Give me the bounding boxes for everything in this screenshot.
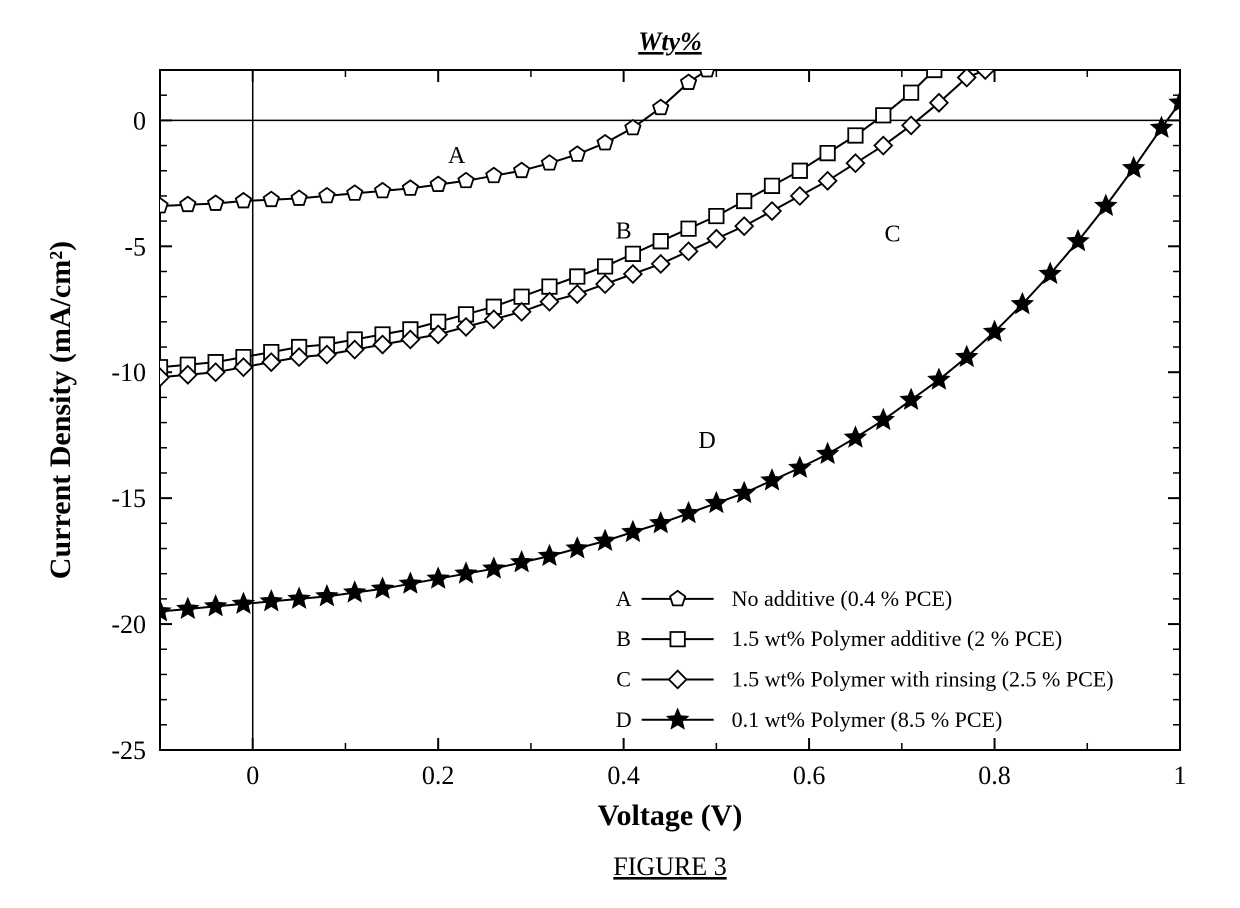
legend-marker-C [669, 671, 687, 689]
series-label-A: A [448, 143, 466, 169]
x-tick-label: 0.8 [978, 761, 1011, 790]
series-label-C: C [885, 221, 901, 247]
y-tick-label: -5 [124, 232, 146, 261]
series-line-D [160, 103, 1180, 612]
legend-text-B: 1.5 wt% Polymer additive (2 % PCE) [732, 626, 1063, 651]
series-markers-C [151, 61, 994, 386]
series-line-B [160, 70, 934, 367]
legend-marker-D [668, 710, 687, 728]
legend-letter-A: A [616, 586, 632, 611]
legend-text-C: 1.5 wt% Polymer with rinsing (2.5 % PCE) [732, 666, 1114, 691]
legend-marker-A [670, 591, 685, 605]
x-tick-label: 1 [1174, 761, 1187, 790]
x-tick-label: 0.4 [607, 761, 640, 790]
series-markers-A [152, 62, 714, 212]
series-label-B: B [616, 219, 632, 245]
y-tick-label: 0 [133, 106, 146, 135]
chart-title: Wty% [638, 27, 702, 56]
y-tick-label: -15 [111, 484, 146, 513]
x-tick-label: 0.6 [793, 761, 826, 790]
series-line-C [160, 70, 985, 377]
x-tick-label: 0 [246, 761, 259, 790]
chart-svg: Wty% 0 0.2 0.4 0.6 0.8 1 -25 -20 -15 -10 -5 0 Voltage… [20, 20, 1220, 888]
legend-letter-B: B [616, 626, 631, 651]
legend-letter-D: D [616, 707, 632, 732]
y-tick-label: -25 [111, 736, 146, 765]
figure-caption: FIGURE 3 [613, 852, 726, 881]
series-label-D: D [698, 428, 715, 454]
y-axis-label: Current Density (mA/cm²) [44, 241, 77, 579]
legend-text-A: No additive (0.4 % PCE) [732, 586, 953, 611]
jv-curve-chart: Wty% 0 0.2 0.4 0.6 0.8 1 -25 -20 -15 -10 -5 0 Voltage… [20, 20, 1220, 888]
y-tick-label: -10 [111, 358, 146, 387]
legend-marker-B [670, 632, 684, 646]
x-axis-label: Voltage (V) [598, 799, 743, 832]
legend-letter-C: C [616, 666, 631, 691]
y-tick-label: -20 [111, 610, 146, 639]
legend-text-D: 0.1 wt% Polymer (8.5 % PCE) [732, 707, 1003, 732]
x-tick-label: 0.2 [422, 761, 455, 790]
plot-area [150, 61, 1189, 619]
series-markers-B [153, 63, 942, 375]
